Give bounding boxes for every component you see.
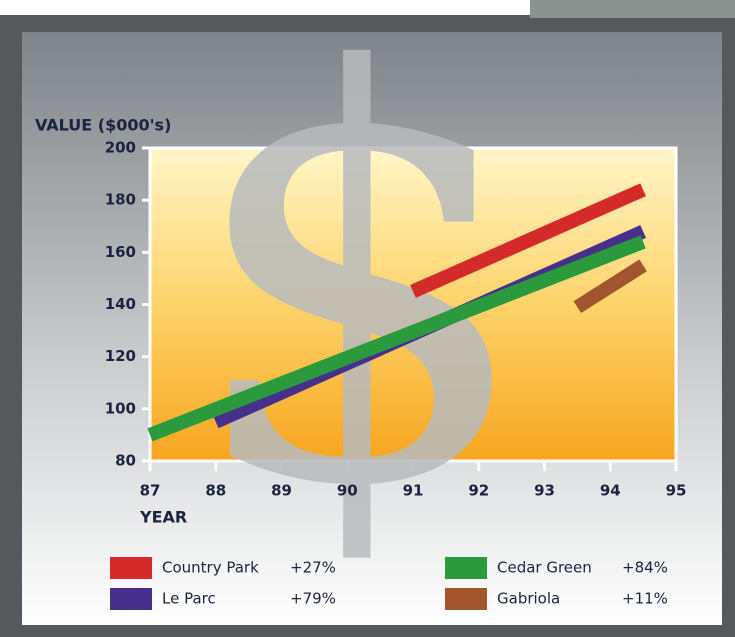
x-tick-label: 93 [534, 482, 555, 500]
legend-swatch [445, 588, 487, 610]
legend-label: Country Park [162, 559, 259, 577]
x-tick-label: 88 [205, 482, 226, 500]
x-axis-title: YEAR [139, 508, 187, 527]
legend-label: Cedar Green [497, 559, 592, 577]
y-tick-label: 180 [105, 191, 136, 209]
legend-change: +84% [622, 559, 668, 577]
x-tick-label: 87 [140, 482, 161, 500]
y-axis-title: VALUE ($000's) [35, 116, 171, 135]
y-tick-label: 80 [115, 452, 136, 470]
y-tick-label: 160 [105, 243, 136, 261]
x-tick-label: 89 [271, 482, 292, 500]
legend-change: +79% [290, 590, 336, 608]
x-tick-label: 95 [666, 482, 687, 500]
legend-label: Gabriola [497, 590, 560, 608]
legend-swatch [110, 588, 152, 610]
x-tick-label: 94 [600, 482, 621, 500]
x-tick-label: 92 [468, 482, 489, 500]
y-tick-label: 200 [105, 139, 136, 157]
legend-change: +27% [290, 559, 336, 577]
legend-swatch [110, 557, 152, 579]
legend-label: Le Parc [162, 590, 216, 608]
x-tick-label: 91 [403, 482, 424, 500]
y-tick-label: 120 [105, 347, 136, 365]
legend-swatch [445, 557, 487, 579]
legend-change: +11% [622, 590, 668, 608]
y-tick-label: 100 [105, 399, 136, 417]
x-tick-label: 90 [337, 482, 358, 500]
chart: $ 80100120140160180200878889909192939495… [0, 0, 735, 637]
texture [530, 0, 735, 18]
y-tick-label: 140 [105, 295, 136, 313]
